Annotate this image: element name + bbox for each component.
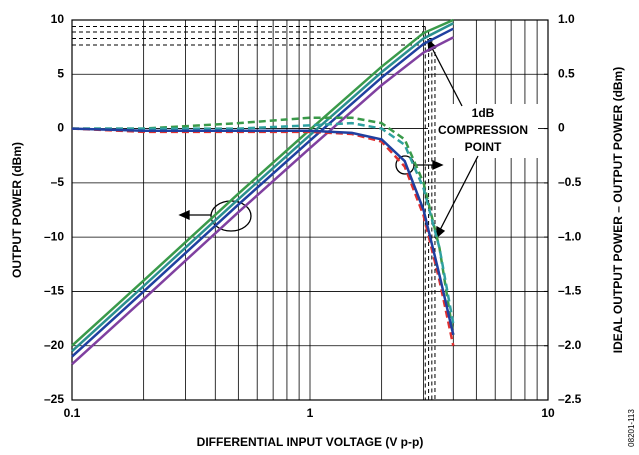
y-tick-label: –15	[44, 284, 64, 298]
y2-tick-label: –0.5	[558, 175, 582, 189]
series-line	[71, 127, 455, 336]
y-tick-label: 10	[51, 12, 65, 26]
annotation-bg	[428, 104, 538, 158]
x-axis-label: DIFFERENTIAL INPUT VOLTAGE (V p-p)	[197, 435, 424, 449]
y2-tick-label: –2.5	[558, 392, 582, 406]
series-line	[71, 27, 454, 358]
y-tick-label: 0	[57, 121, 64, 135]
x-tick-label: 0.1	[64, 406, 81, 420]
series-line	[71, 36, 454, 366]
figure-id: 08201-113	[627, 409, 636, 447]
arrow-head	[432, 159, 444, 171]
y2-tick-label: 0	[558, 121, 565, 135]
series-line	[71, 127, 455, 346]
grid	[71, 19, 549, 401]
x-tick-label: 1	[307, 406, 314, 420]
y2-axis-label: IDEAL OUTPUT POWER – OUTPUT POWER (dBm)	[611, 67, 625, 353]
y-tick-label: –25	[44, 392, 64, 406]
arrow-head	[178, 209, 190, 221]
y-tick-label: 5	[57, 66, 64, 80]
annotation-text: COMPRESSION	[438, 123, 528, 137]
y-axis-label: OUTPUT POWER (dBm)	[10, 142, 24, 278]
annotation-text: 1dB	[472, 106, 495, 120]
y-tick-label: –5	[51, 175, 65, 189]
arrow	[439, 155, 479, 231]
annotation-text: POINT	[465, 140, 502, 154]
y2-tick-label: 0.5	[558, 66, 575, 80]
series-line	[72, 116, 455, 336]
y2-tick-label: –1.0	[558, 229, 582, 243]
x-tick-label: 10	[541, 406, 555, 420]
arrow	[431, 47, 463, 107]
series-line	[71, 22, 454, 353]
y2-tick-label: –1.5	[558, 284, 582, 298]
plot-frame	[71, 19, 549, 401]
y2-tick-label: 1.0	[558, 12, 575, 26]
y2-tick-label: –2.0	[558, 338, 582, 352]
y-tick-label: –10	[44, 229, 64, 243]
y-tick-label: –20	[44, 338, 64, 352]
